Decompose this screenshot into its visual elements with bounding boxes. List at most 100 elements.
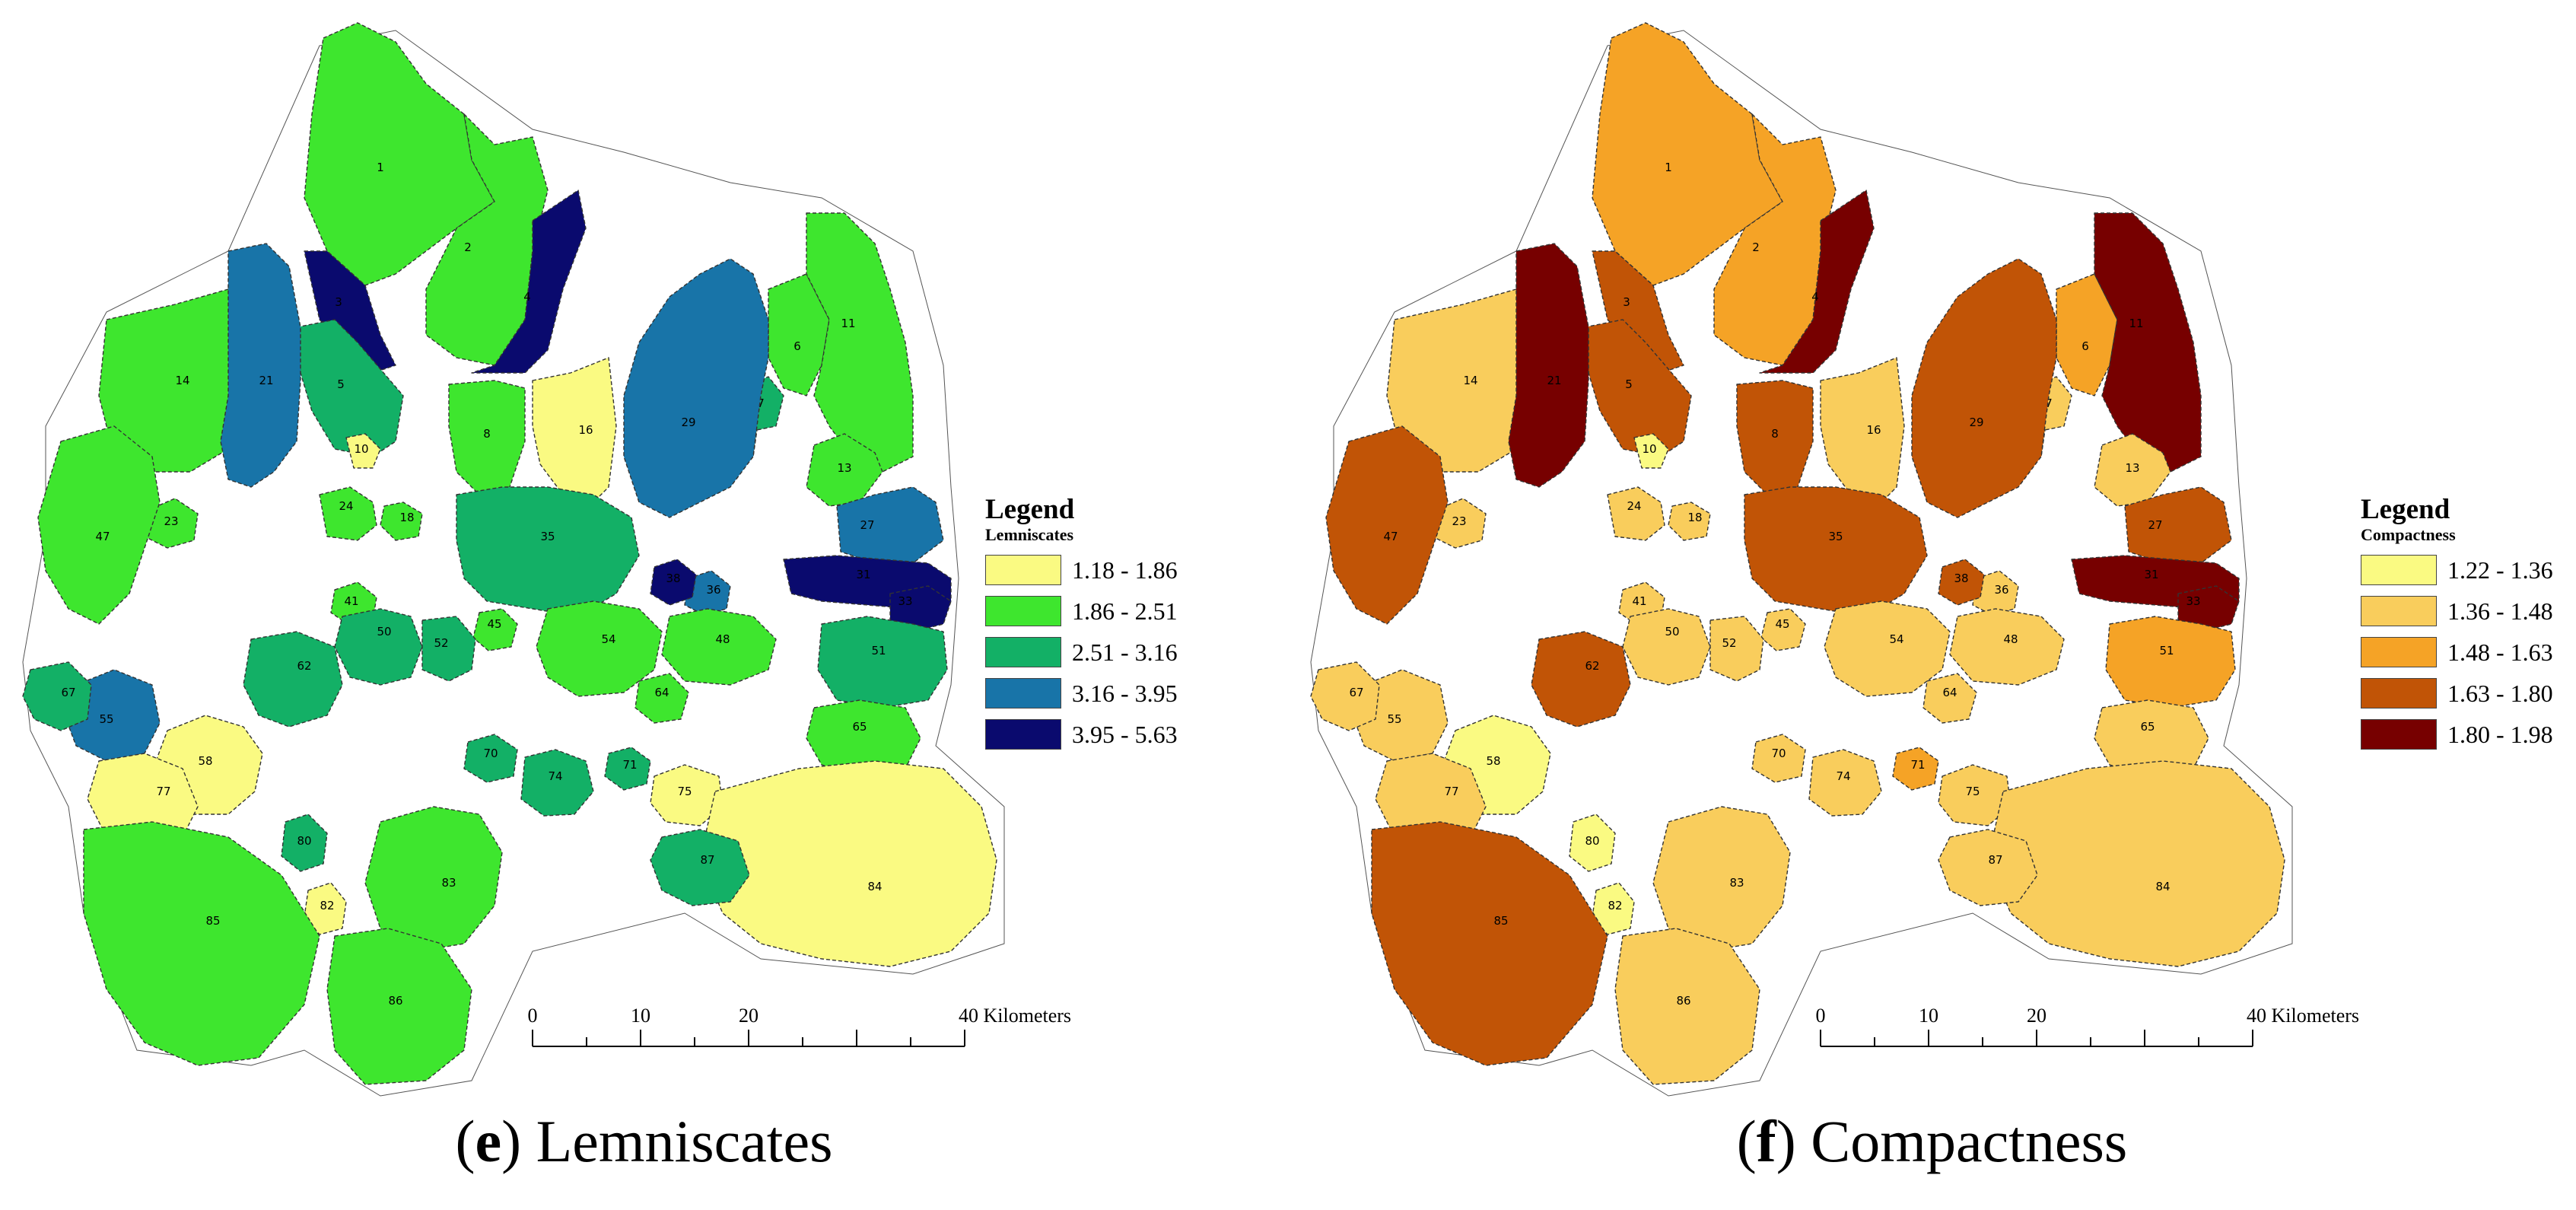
region-label: 77 <box>1444 785 1458 798</box>
region-label: 58 <box>1486 754 1500 768</box>
legend-swatch <box>2361 555 2437 585</box>
region-label: 62 <box>297 659 311 673</box>
region-label: 74 <box>1836 769 1850 783</box>
region-47 <box>37 425 161 625</box>
region-71 <box>604 747 651 791</box>
figure-caption-f: (f) Compactness <box>1736 1108 2128 1174</box>
region-label: 38 <box>666 572 680 585</box>
region-label: 41 <box>1632 594 1646 608</box>
legend-label: 3.16 - 3.95 <box>1072 679 1178 707</box>
region-label: 13 <box>2125 461 2139 475</box>
region-83 <box>364 806 503 952</box>
region-80 <box>1569 814 1616 872</box>
legend-item: 1.80 - 1.98 <box>2361 714 2553 755</box>
region-64 <box>634 673 689 724</box>
region-label: 7 <box>757 396 765 410</box>
region-84 <box>699 760 997 967</box>
region-48 <box>1949 608 2065 686</box>
region-35 <box>1744 486 1928 617</box>
region-label: 3 <box>335 295 342 309</box>
legend-label: 3.95 - 5.63 <box>1072 720 1178 748</box>
region-29 <box>623 258 769 518</box>
scale-bar-label: 10 <box>1919 1005 1938 1027</box>
region-label: 48 <box>2003 632 2018 646</box>
legend-swatch <box>985 555 1061 585</box>
region-62 <box>1531 631 1631 728</box>
region-label: 31 <box>856 568 870 581</box>
legend-item: 1.22 - 1.36 <box>2361 549 2553 591</box>
legend-swatch <box>985 678 1061 708</box>
legend-item: 1.18 - 1.86 <box>985 549 1178 591</box>
region-label: 6 <box>2081 339 2089 353</box>
region-label: 58 <box>198 754 212 768</box>
region-11 <box>2094 212 2202 473</box>
region-24 <box>1607 486 1665 541</box>
region-label: 18 <box>399 511 414 524</box>
region-label: 7 <box>2045 396 2053 410</box>
region-label: 11 <box>2129 317 2143 330</box>
region-label: 8 <box>1771 427 1779 441</box>
region-62 <box>243 631 343 728</box>
region-52 <box>421 616 476 682</box>
region-label: 52 <box>1722 636 1736 650</box>
region-label: 5 <box>337 377 345 391</box>
region-label: 48 <box>715 632 730 646</box>
legend-swatch <box>2361 596 2437 626</box>
region-85 <box>83 821 320 1066</box>
region-label: 67 <box>1349 686 1363 699</box>
region-label: 70 <box>483 747 498 760</box>
region-67 <box>1310 661 1380 731</box>
region-label: 6 <box>793 339 801 353</box>
legend-label: 2.51 - 3.16 <box>1072 638 1178 666</box>
region-51 <box>817 616 948 708</box>
region-13 <box>806 433 883 507</box>
region-13 <box>2094 433 2171 507</box>
region-77 <box>87 753 199 849</box>
region-71 <box>1892 747 1939 791</box>
region-label: 33 <box>898 594 912 608</box>
region-21 <box>220 243 301 488</box>
region-51 <box>2105 616 2236 708</box>
region-70 <box>1751 734 1806 783</box>
region-label: 83 <box>1729 876 1744 890</box>
region-label: 18 <box>1687 511 1702 524</box>
region-label: 64 <box>1942 686 1957 699</box>
region-label: 36 <box>706 583 720 597</box>
region-35 <box>456 486 640 617</box>
region-11 <box>806 212 914 473</box>
region-36 <box>684 570 731 616</box>
legend-label: 1.36 - 1.48 <box>2447 597 2553 625</box>
region-label: 83 <box>441 876 456 890</box>
region-label: 84 <box>2155 880 2170 893</box>
scale-bar-label: 20 <box>2027 1005 2046 1027</box>
region-label: 64 <box>654 686 669 699</box>
region-86 <box>1614 928 1760 1085</box>
region-87 <box>650 829 750 906</box>
scale-bar-end-label: 40 Kilometers <box>959 1005 1071 1027</box>
region-38 <box>650 559 697 606</box>
legend-item: 3.95 - 5.63 <box>985 714 1178 755</box>
region-label: 47 <box>1383 530 1398 543</box>
region-label: 82 <box>320 899 334 912</box>
legend-swatch <box>2361 719 2437 750</box>
region-label: 86 <box>1676 994 1690 1008</box>
legend-subtitle: Compactness <box>2361 525 2456 544</box>
region-80 <box>281 814 328 872</box>
region-label: 75 <box>1965 785 1980 798</box>
region-27 <box>2124 486 2232 564</box>
caption-text: Lemniscates <box>536 1108 833 1174</box>
region-label: 35 <box>1828 530 1843 543</box>
legend-swatch <box>985 596 1061 626</box>
region-21 <box>1508 243 1589 488</box>
region-label: 16 <box>578 423 593 437</box>
map-panel-compactness: 1234567891011131416182123242729313335363… <box>1288 0 2576 1210</box>
region-label: 35 <box>540 530 555 543</box>
region-label: 65 <box>2140 720 2155 734</box>
region-86 <box>326 928 472 1085</box>
region-label: 13 <box>837 461 851 475</box>
region-label: 14 <box>1463 374 1477 387</box>
region-label: 54 <box>601 632 615 646</box>
region-75 <box>1938 764 2012 826</box>
region-label: 85 <box>205 914 220 928</box>
region-50 <box>1622 608 1711 686</box>
